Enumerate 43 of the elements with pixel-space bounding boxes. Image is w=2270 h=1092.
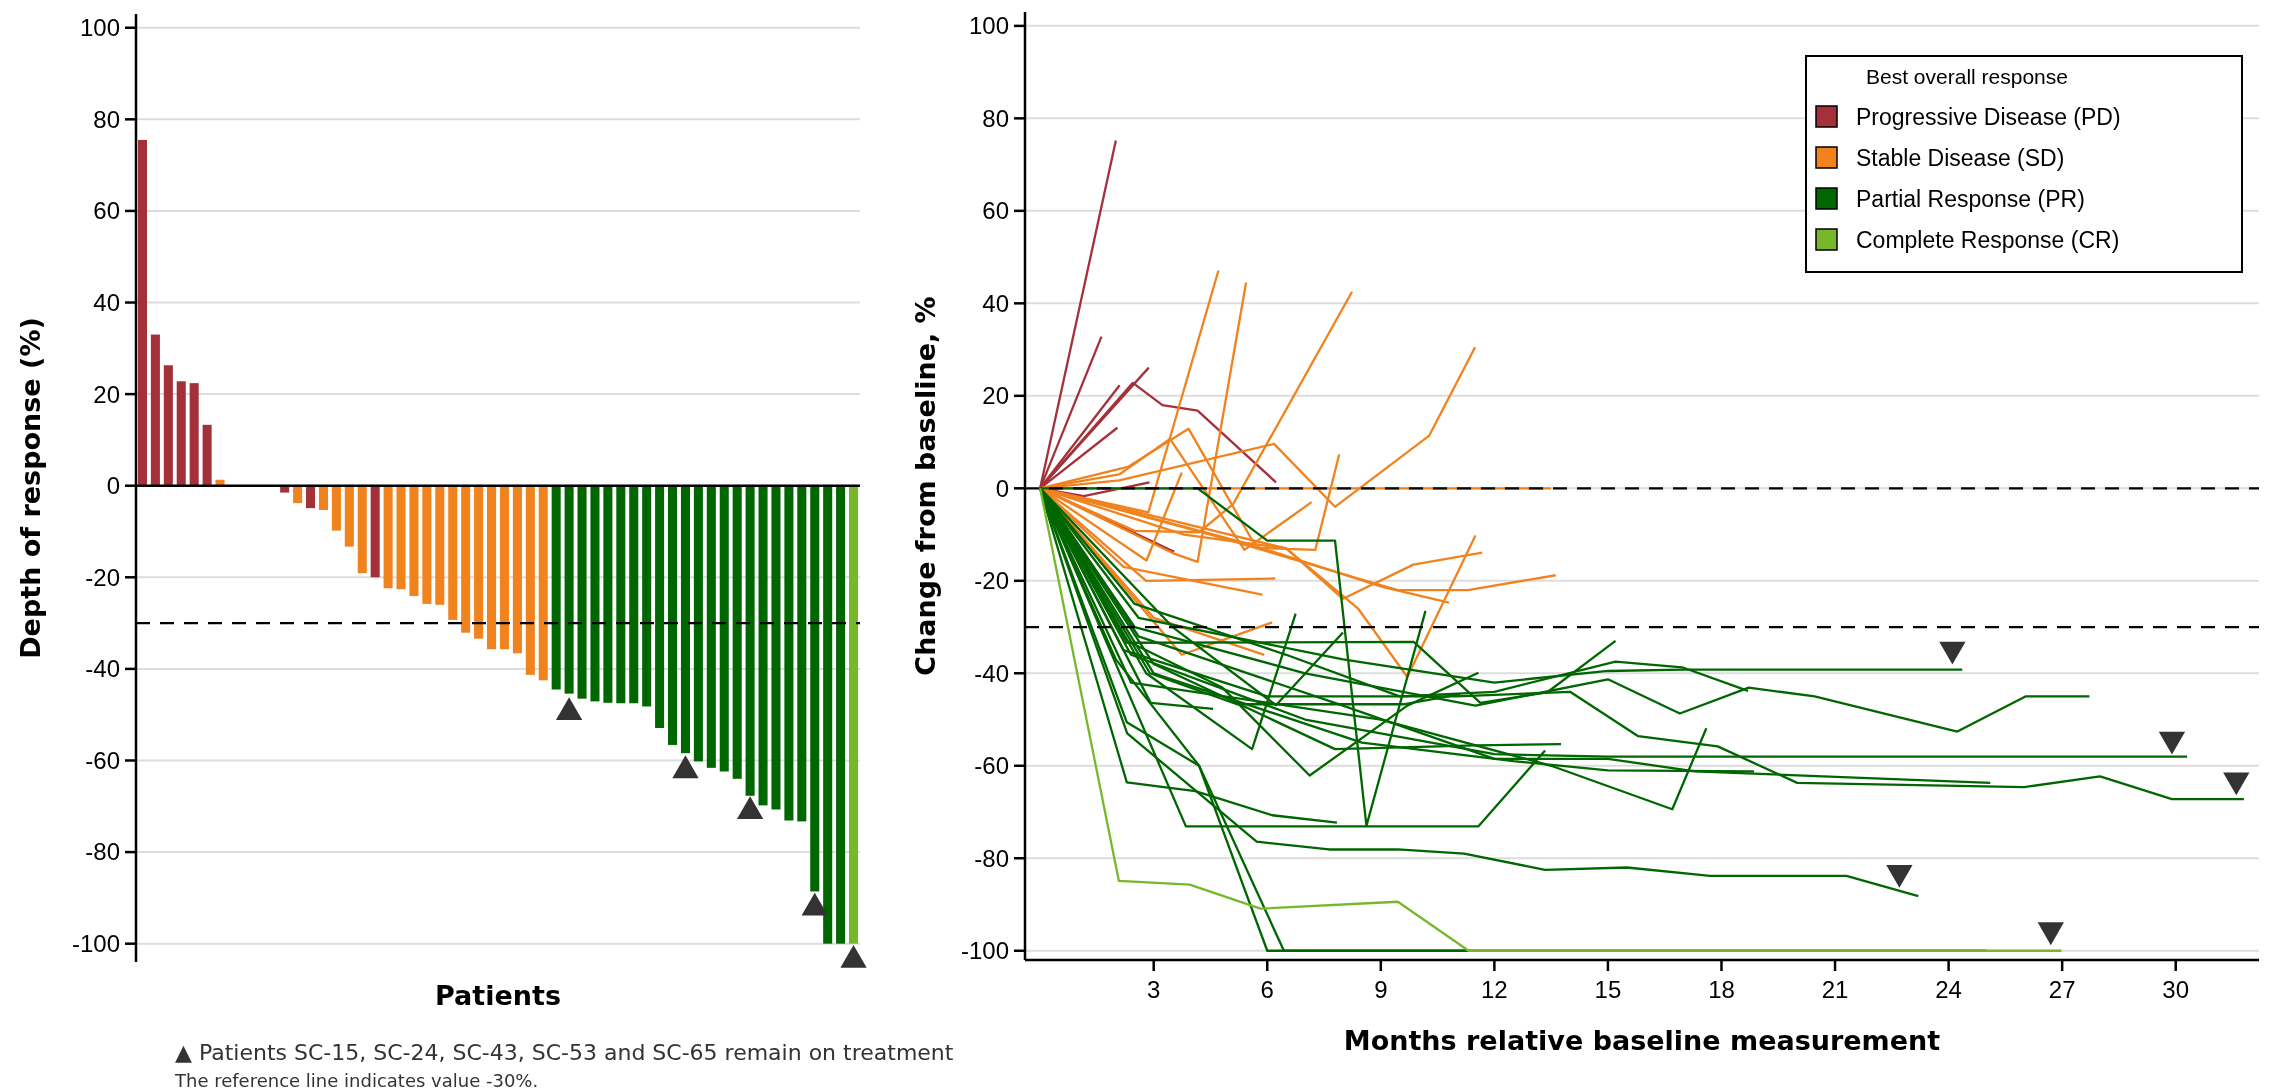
y-tick-label: 100 — [79, 14, 120, 42]
y-tick-label: -100 — [960, 937, 1009, 965]
y-tick-label: -20 — [974, 567, 1009, 595]
x-tick-label: 30 — [2162, 976, 2190, 1003]
legend-label: Progressive Disease (PD) — [1856, 104, 2121, 131]
y-tick-label: -60 — [85, 746, 120, 774]
y-tick-label: -80 — [974, 844, 1009, 872]
y-tick-label: 80 — [93, 105, 120, 133]
y-tick-label: -60 — [974, 752, 1009, 780]
legend-label: Complete Response (CR) — [1856, 227, 2120, 254]
legend-label: Partial Response (PR) — [1856, 186, 2085, 213]
text: ▲ Patients SC-15, SC-24, SC-43, SC-53 and SC-65 remain on treatment — [175, 1040, 954, 1065]
x-tick-label: 27 — [2048, 976, 2076, 1003]
legend-title: Best overall response — [1866, 65, 2068, 88]
y-tick-label: 40 — [93, 288, 120, 316]
y-tick-label: -40 — [974, 659, 1009, 687]
y-tick-label: 20 — [982, 382, 1009, 410]
y-tick-label: 0 — [106, 472, 120, 500]
y-tick-label: 60 — [982, 197, 1009, 225]
y-tick-label: -20 — [85, 563, 120, 591]
x-tick-label: 21 — [1821, 976, 1849, 1003]
x-tick-label: 9 — [1374, 976, 1388, 1003]
y-axis-title: Change from baseline, % — [910, 296, 941, 676]
x-tick-label: 24 — [1935, 976, 1962, 1003]
y-tick-label: 20 — [93, 380, 120, 408]
x-tick-label: 18 — [1708, 976, 1735, 1003]
x-axis-title: Months relative baseline measurement — [1343, 1025, 1941, 1056]
x-tick-label: 6 — [1260, 976, 1274, 1003]
y-tick-label: 100 — [968, 12, 1009, 40]
x-axis-title: Patients — [435, 980, 561, 1011]
text: The reference line indicates value -30%. — [174, 1070, 539, 1091]
y-tick-label: 40 — [982, 289, 1009, 317]
y-tick-label: -40 — [85, 655, 120, 683]
y-tick-label: 0 — [995, 474, 1009, 502]
x-tick-label: 3 — [1147, 976, 1161, 1003]
y-tick-label: 60 — [93, 197, 120, 225]
x-tick-label: 12 — [1481, 976, 1508, 1003]
legend-label: Stable Disease (SD) — [1856, 145, 2065, 172]
y-axis-title: Depth of response (%) — [15, 317, 46, 659]
y-tick-label: -100 — [71, 930, 120, 958]
x-tick-label: 15 — [1594, 976, 1622, 1003]
y-tick-label: -80 — [85, 838, 120, 866]
y-tick-label: 80 — [982, 104, 1009, 132]
